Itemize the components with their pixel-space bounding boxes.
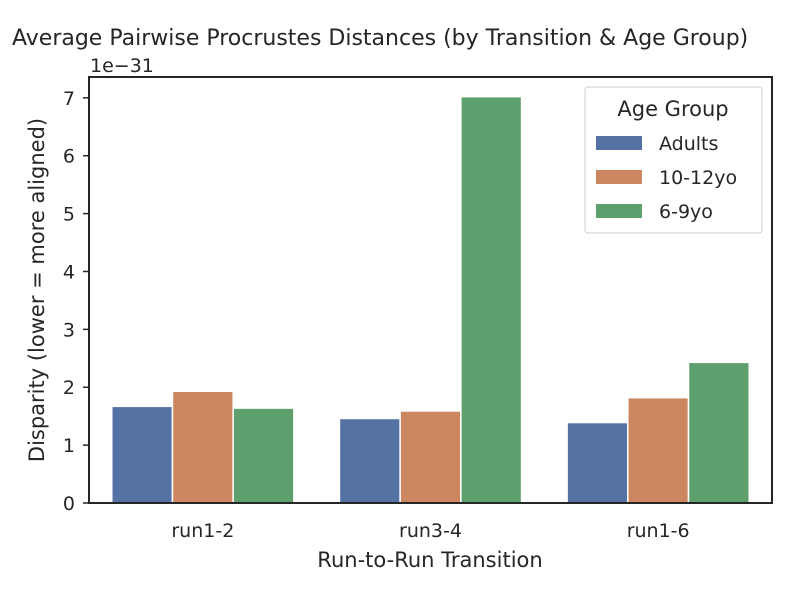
y-axis-offset-label: 1e−31 (90, 55, 154, 77)
legend-title: Age Group (617, 97, 728, 121)
y-axis-ticks: 0 1 2 3 4 5 6 7 (63, 88, 89, 515)
legend-swatch (596, 136, 642, 150)
y-tick-label: 2 (63, 377, 75, 399)
bar-run3-4-10-12yo (399, 410, 462, 504)
legend-label: Adults (659, 133, 718, 155)
bar-run1-2-Adults (111, 405, 174, 504)
bar-run1-6-6-9yo (687, 361, 750, 504)
y-tick-label: 6 (63, 146, 75, 168)
x-tick-label: run3-4 (399, 520, 462, 542)
y-axis-label: Disparity (lower = more aligned) (25, 118, 49, 462)
bar-run1-6-10-12yo (627, 396, 690, 504)
bar-run3-4-Adults (338, 417, 401, 504)
y-tick-label: 4 (63, 261, 75, 283)
bar-run1-2-6-9yo (232, 407, 295, 504)
legend-frame (584, 86, 763, 234)
bar-run1-6-Adults (566, 421, 629, 504)
x-tick-label: run1-2 (171, 520, 234, 542)
legend-label: 10-12yo (659, 167, 737, 189)
bar-run3-4-6-9yo (460, 95, 523, 504)
x-axis-label: Run-to-Run Transition (317, 548, 542, 572)
chart-title: Average Pairwise Procrustes Distances (b… (12, 26, 748, 51)
bars-group (111, 95, 750, 504)
y-tick-label: 0 (63, 493, 75, 515)
legend-swatch (596, 204, 642, 218)
x-axis-ticks: run1-2 run3-4 run1-6 (171, 520, 689, 542)
legend: Age Group Adults 10-12yo 6-9yo (584, 86, 763, 234)
legend-label: 6-9yo (659, 201, 713, 223)
y-tick-label: 5 (63, 204, 75, 226)
y-tick-label: 1 (63, 435, 75, 457)
legend-swatch (596, 170, 642, 184)
legend-items: Adults 10-12yo 6-9yo (596, 133, 737, 223)
y-tick-label: 7 (63, 88, 75, 110)
plot-frame (88, 76, 773, 504)
x-tick-label: run1-6 (627, 520, 690, 542)
y-tick-label: 3 (63, 319, 75, 341)
bar-run1-2-10-12yo (171, 390, 234, 504)
